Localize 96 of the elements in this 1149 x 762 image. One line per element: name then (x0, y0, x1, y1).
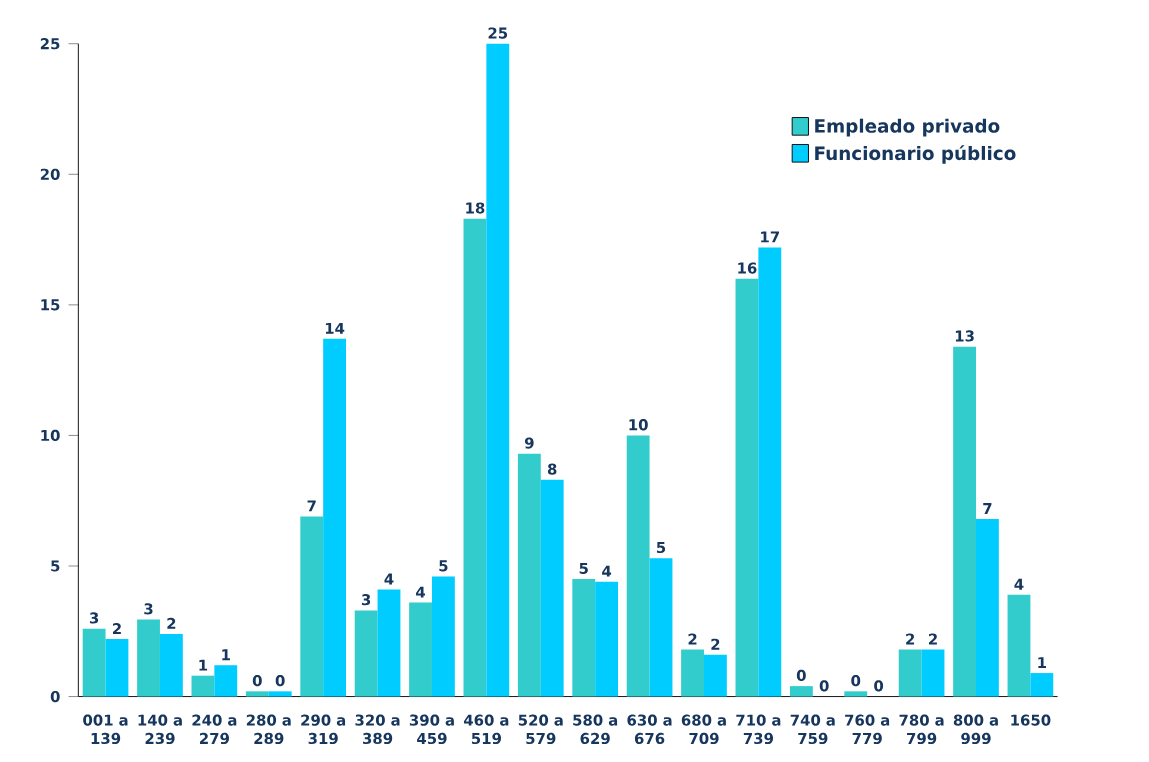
bar (191, 675, 215, 697)
data-label: 0 (819, 680, 829, 692)
bar (540, 479, 564, 697)
data-label: 14 (325, 322, 345, 334)
bar (703, 654, 727, 697)
bar (137, 619, 160, 697)
data-label: 2 (929, 633, 937, 645)
data-label: 7 (983, 503, 992, 515)
bar (789, 686, 813, 697)
data-label: 4 (416, 586, 426, 598)
data-label: 0 (874, 680, 884, 692)
bar (105, 639, 129, 697)
bar (82, 628, 106, 697)
bar (921, 649, 945, 697)
data-label: 7 (307, 500, 316, 512)
bar (214, 665, 238, 697)
y-tick-label: 15 (41, 299, 60, 311)
bar (844, 691, 868, 697)
x-tick-label: 680 a 709 (681, 714, 726, 745)
x-tick-label: 320 a 389 (355, 714, 400, 745)
x-tick-label: 780 a 799 (899, 714, 944, 745)
bar (595, 581, 619, 697)
bar (758, 247, 782, 697)
y-tick-label: 0 (50, 691, 60, 703)
x-tick-label: 290 a 319 (301, 714, 346, 745)
data-label: 4 (384, 573, 394, 585)
y-tick-label: 10 (41, 429, 60, 442)
legend-label: Funcionario público (815, 145, 1016, 164)
bar (953, 346, 976, 697)
data-label: 3 (361, 594, 371, 606)
x-tick-label: 460 a 519 (463, 714, 509, 745)
data-label: 4 (1014, 578, 1024, 590)
data-label: 3 (144, 603, 153, 615)
x-tick-label: 280 a 289 (246, 714, 291, 745)
bar (486, 43, 510, 697)
x-tick-label: 520 a 579 (518, 714, 563, 745)
data-label: 3 (89, 612, 99, 624)
legend-label: Empleado privado (815, 118, 1000, 137)
data-label: 0 (252, 675, 262, 687)
bar (517, 453, 541, 697)
data-label: 4 (602, 565, 612, 577)
x-tick-label: 140 a 239 (138, 714, 182, 745)
data-label: 9 (524, 437, 534, 449)
bar (649, 558, 673, 697)
x-tick-label: 800 a 999 (953, 714, 998, 745)
x-tick-label: 1650 (1011, 714, 1051, 726)
bar (1030, 673, 1054, 697)
bar (681, 649, 704, 697)
y-tick-label: 20 (40, 168, 60, 181)
data-label: 5 (579, 563, 588, 575)
data-label: 18 (466, 202, 485, 214)
data-label: 2 (711, 638, 720, 650)
data-label: 2 (906, 633, 915, 645)
bar (572, 579, 596, 697)
x-tick-label: 630 a 676 (627, 714, 672, 745)
bar (1007, 594, 1031, 697)
x-tick-label: 580 a 629 (573, 714, 618, 745)
bar (323, 338, 347, 697)
data-label: 13 (955, 330, 974, 342)
x-tick-label: 710 a 739 (736, 714, 781, 745)
data-label: 2 (688, 633, 697, 645)
bar (626, 435, 650, 697)
data-label: 2 (167, 617, 176, 629)
x-tick-label: 390 a 459 (409, 714, 454, 745)
data-label: 1 (1038, 657, 1046, 669)
data-label: 8 (547, 463, 557, 475)
bar (268, 691, 292, 697)
x-tick-label: 001 a 139 (83, 714, 128, 745)
data-label: 0 (851, 675, 861, 687)
data-label: 5 (656, 542, 666, 554)
x-tick-label: 760 a 779 (845, 714, 890, 745)
bar (409, 602, 432, 697)
bar (898, 649, 922, 697)
bar (463, 218, 487, 697)
data-label: 2 (112, 623, 121, 635)
bar (354, 610, 378, 697)
bar (735, 278, 759, 697)
y-tick-label: 25 (40, 38, 60, 50)
data-label: 10 (629, 419, 648, 431)
x-tick-label: 740 a 759 (790, 714, 835, 745)
data-label: 16 (738, 262, 757, 274)
data-label: 1 (222, 649, 230, 661)
y-tick-label: 5 (51, 560, 60, 572)
bar (976, 519, 999, 697)
bar (245, 691, 269, 697)
data-label: 5 (439, 560, 448, 572)
x-tick-label: 240 a 279 (192, 714, 237, 745)
data-label: 0 (275, 675, 285, 687)
data-label: 1 (199, 659, 208, 671)
bar (159, 633, 183, 697)
bar (300, 516, 324, 697)
data-label: 0 (796, 669, 806, 682)
bar (377, 589, 401, 697)
data-label: 17 (761, 231, 779, 243)
data-label: 25 (488, 27, 508, 39)
bar (431, 576, 455, 697)
